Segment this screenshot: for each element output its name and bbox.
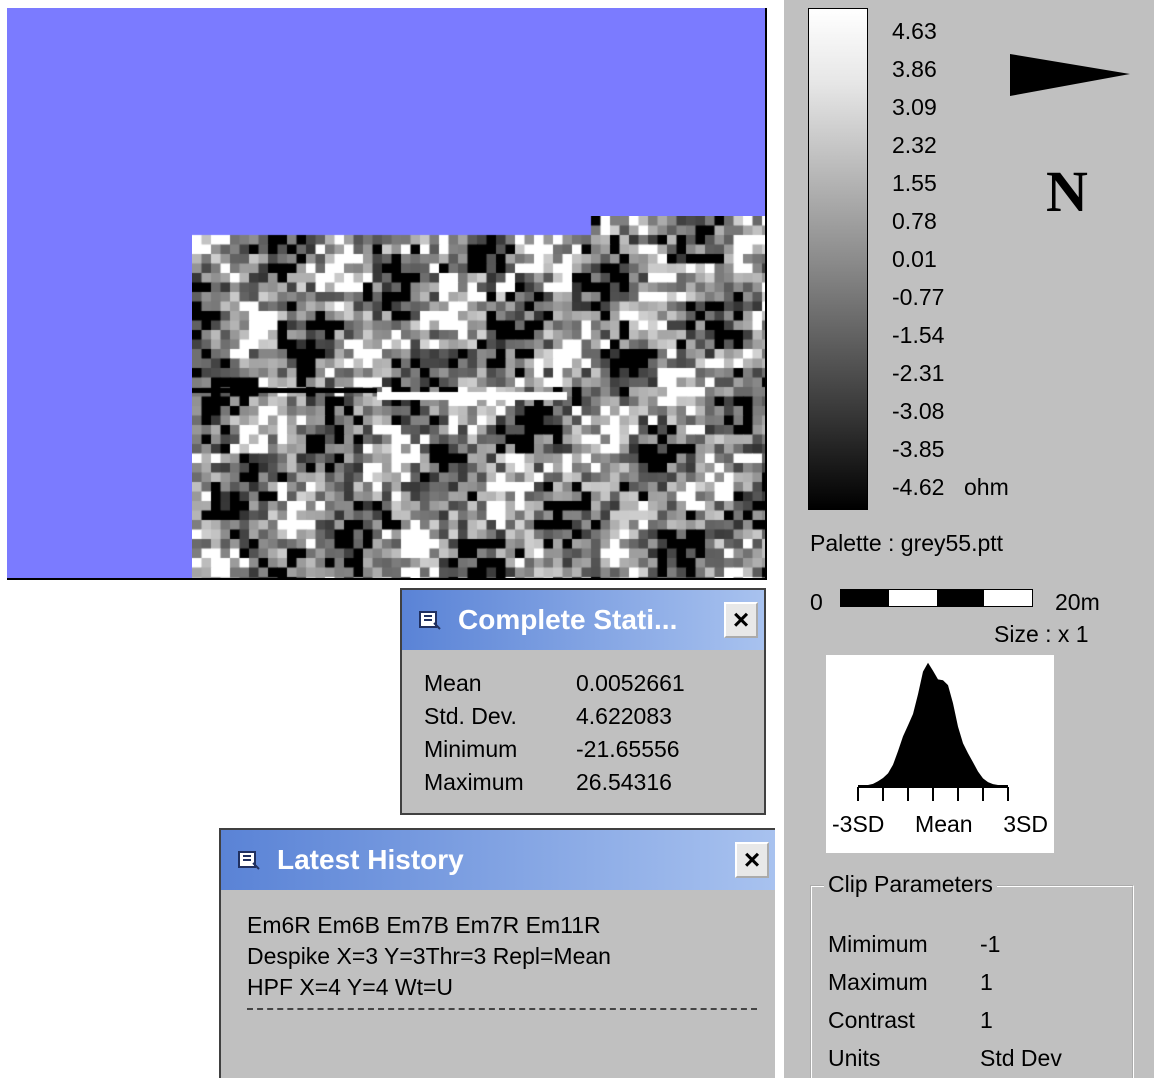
clip-parameters-title: Clip Parameters — [824, 871, 997, 898]
legend-label: -1.54 — [892, 322, 945, 348]
legend-label: -3.08 — [892, 398, 945, 424]
north-label: N — [1046, 159, 1088, 224]
history-titlebar[interactable]: Latest History × — [221, 830, 775, 890]
history-line: Despike X=3 Y=3Thr=3 Repl=Mean — [247, 943, 611, 969]
north-arrow-icon — [1010, 54, 1130, 96]
legend-label: 2.32 — [892, 132, 937, 158]
clip-key: Units — [828, 1045, 881, 1071]
history-list: Em6R Em6B Em7B Em7R Em11R Despike X=3 Y=… — [247, 910, 611, 1003]
histogram-plot — [857, 662, 1009, 801]
histogram-bars — [858, 662, 1008, 787]
histogram: -3SD Mean 3SD — [826, 655, 1054, 853]
histogram-ticks — [857, 787, 1009, 801]
legend-label: 4.63 — [892, 18, 937, 44]
scale-size-label: Size : x 1 — [994, 621, 1089, 647]
legend-label: 3.09 — [892, 94, 937, 120]
clip-key: Maximum — [828, 969, 928, 995]
histogram-right-label: 3SD — [1003, 811, 1048, 837]
clip-row-minimum: Mimimum -1 — [828, 931, 1000, 958]
stats-row-minimum: Minimum -21.65556 — [424, 736, 685, 769]
legend-label: 0.78 — [892, 208, 937, 234]
legend-label: -0.77 — [892, 284, 945, 310]
history-line: HPF X=4 Y=4 Wt=U — [247, 974, 454, 1000]
history-window-title: Latest History — [277, 844, 464, 875]
history-line: Em6R Em6B Em7B Em7R Em11R — [247, 912, 601, 938]
palette-label: Palette : grey55.ptt — [810, 530, 1004, 556]
legend-label: -4.62 — [892, 474, 945, 500]
stats-titlebar[interactable]: Complete Stati... × — [402, 590, 764, 650]
stats-row-std-dev: Std. Dev. 4.622083 — [424, 703, 685, 736]
stats-value: 26.54316 — [576, 769, 672, 795]
stats-value: 0.0052661 — [576, 670, 685, 696]
latest-history-window[interactable]: Latest History × Em6R Em6B Em7B Em7R Em1… — [219, 828, 775, 1078]
clip-row-contrast: Contrast 1 — [828, 1007, 993, 1034]
stats-value: 4.622083 — [576, 703, 672, 729]
stats-key: Std. Dev. — [424, 703, 517, 729]
legend-unit: ohm — [964, 474, 1009, 500]
clip-value: Std Dev — [980, 1045, 1062, 1071]
complete-statistics-window[interactable]: Complete Stati... × Mean 0.0052661 Std. D… — [400, 588, 766, 815]
stats-key: Mean — [424, 670, 482, 696]
clip-value: 1 — [980, 1007, 993, 1033]
clip-key: Contrast — [828, 1007, 915, 1033]
legend-label: -2.31 — [892, 360, 945, 386]
window-icon — [238, 851, 260, 870]
close-button[interactable]: × — [724, 602, 758, 638]
legend-gradient-bar — [808, 8, 868, 510]
right-panel: 4.63 3.86 3.09 2.32 1.55 0.78 0.01 -0.77… — [784, 0, 1154, 1078]
clip-parameters-group: Clip Parameters Mimimum -1 Maximum 1 Contr… — [810, 871, 1134, 1078]
histogram-mean-label: Mean — [915, 811, 973, 837]
histogram-left-label: -3SD — [832, 811, 885, 837]
stats-value: -21.65556 — [576, 736, 680, 762]
history-separator — [247, 1008, 757, 1010]
histogram-axis-labels: -3SD Mean 3SD — [826, 811, 1054, 838]
clip-row-maximum: Maximum 1 — [828, 969, 993, 996]
legend-label: 3.86 — [892, 56, 937, 82]
scale-end-label: 20m — [1055, 589, 1100, 615]
legend-label: 0.01 — [892, 246, 937, 272]
stats-row-maximum: Maximum 26.54316 — [424, 769, 685, 802]
stats-row-mean: Mean 0.0052661 — [424, 670, 685, 703]
clip-row-units: Units Std Dev — [828, 1045, 1062, 1072]
stats-table: Mean 0.0052661 Std. Dev. 4.622083 Minimum -… — [424, 670, 685, 802]
clip-value: -1 — [980, 931, 1001, 957]
clip-value: 1 — [980, 969, 993, 995]
legend-label: 1.55 — [892, 170, 937, 196]
stats-window-title: Complete Stati... — [458, 604, 678, 635]
survey-data-grid[interactable] — [192, 216, 765, 578]
map-view[interactable] — [7, 8, 767, 580]
stats-key: Minimum — [424, 736, 518, 762]
close-button[interactable]: × — [735, 842, 769, 878]
window-icon — [419, 611, 441, 630]
stats-key: Maximum — [424, 769, 524, 795]
clip-key: Mimimum — [828, 931, 928, 957]
scale-start-label: 0 — [810, 589, 823, 615]
scale-bar — [840, 589, 1033, 607]
legend-label: -3.85 — [892, 436, 945, 462]
